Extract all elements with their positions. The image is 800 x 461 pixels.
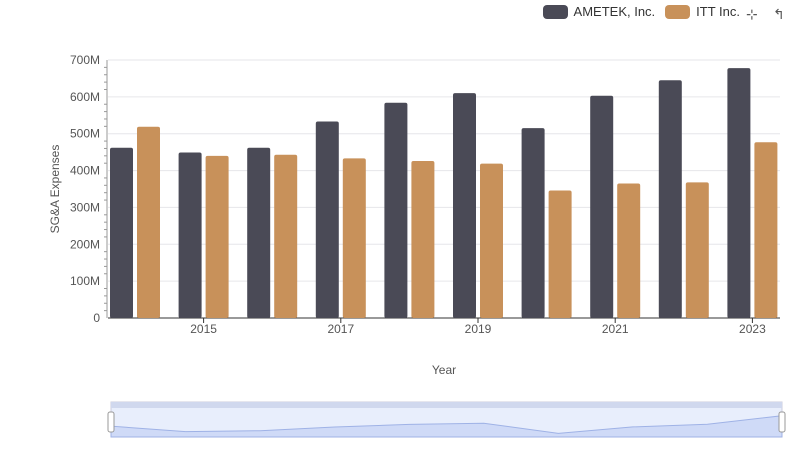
x-tick-label: 2021 [602,322,629,336]
y-tick-label: 200M [70,237,100,251]
bar-itt-2015 [205,155,229,318]
bar-itt-2020 [548,190,572,318]
bar-ametek-2014 [110,147,133,318]
legend-label: ITT Inc. [696,4,740,19]
x-axis-title: Year [432,363,456,377]
x-tick-label: 2019 [465,322,492,336]
bar-itt-2018 [411,160,435,318]
legend: AMETEK, Inc. ITT Inc. [533,4,740,19]
y-tick-label: 600M [70,90,100,104]
legend-item-ametek[interactable]: AMETEK, Inc. [542,4,656,19]
bar-ametek-2018 [384,102,408,318]
legend-label: AMETEK, Inc. [573,4,656,19]
bar-ametek-2021 [590,95,614,318]
zoom-icon[interactable]: ⊹ [746,6,758,22]
bar-ametek-2016 [247,147,271,318]
bar-itt-2022 [685,182,709,318]
y-axis-title: SG&A Expenses [48,145,62,234]
y-tick-label: 700M [70,53,100,67]
bar-itt-2016 [274,154,298,318]
y-tick-label: 400M [70,164,100,178]
bar-itt-2014 [137,126,160,318]
y-tick-label: 500M [70,127,100,141]
y-tick-label: 0 [93,311,100,325]
bar-itt-2017 [342,158,366,318]
legend-item-itt[interactable]: ITT Inc. [665,4,740,19]
navigator-handle-right [778,411,786,433]
bar-ametek-2015 [178,152,202,318]
bar-ametek-2023 [727,68,751,318]
navigator-handle-left [107,411,115,433]
reset-zoom-icon[interactable]: ↰ [773,6,785,22]
bar-ametek-2017 [315,121,339,319]
bar-itt-2019 [480,163,503,318]
navigator-scrollbar [111,402,782,408]
x-tick-label: 2015 [190,322,217,336]
x-tick-label: 2023 [739,322,766,336]
bar-ametek-2020 [521,128,545,318]
y-tick-label: 300M [70,200,100,214]
legend-swatch [542,4,568,19]
x-tick-label: 2017 [327,322,354,336]
y-tick-label: 100M [70,274,100,288]
bar-itt-2021 [617,183,641,318]
bar-itt-2023 [754,142,778,318]
bar-ametek-2022 [658,80,682,319]
bar-ametek-2019 [453,93,476,319]
legend-swatch [665,4,691,19]
